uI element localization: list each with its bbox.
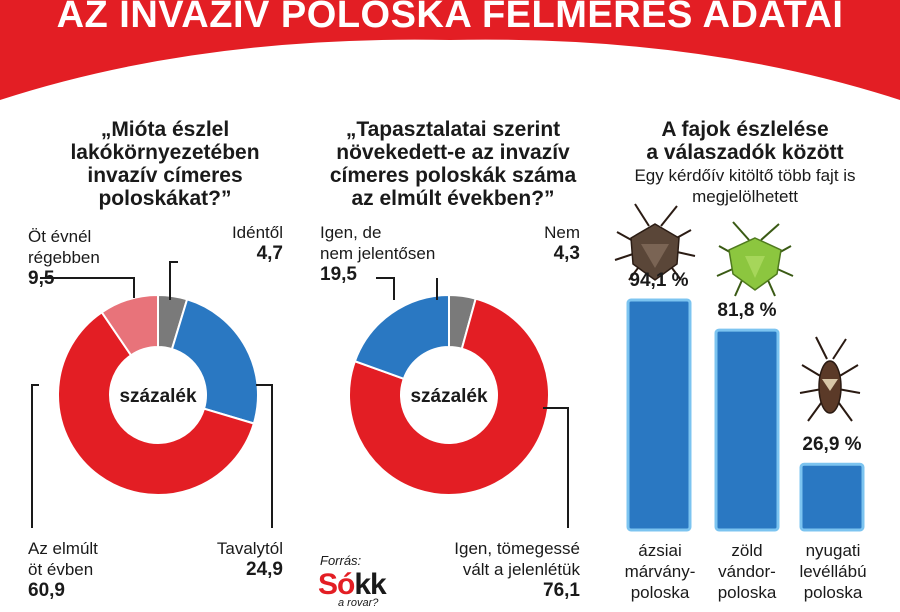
bar-value-label: 81,8 % [717,300,777,322]
banner-shape [0,0,900,100]
source-logo-sub: a rovar? [338,597,379,609]
page-title: AZ INVAZÍV POLOSKA FELMÉRÉS ADATAI [56,0,844,36]
chart1-question-line: poloskákat?” [98,187,232,210]
chart1-leader-line [31,384,39,528]
chart1-label-azelmult: Az elmúlt öt évben 60,9 [28,538,168,601]
chart1-slice [100,293,159,357]
chart2-question-line: „Tapasztalatai szerint [345,118,561,141]
title-banner [0,0,900,110]
chart2-question-line: címeres poloskák száma [329,164,577,187]
chart1-slice [170,298,259,425]
chart2-value: 4,3 [553,243,580,264]
bar-category-label: ázsiai márvány- poloska [624,541,696,602]
chart1-value: 24,9 [246,559,283,580]
bar-value-label: 94,1 % [629,270,689,291]
marmorated-bug-icon [614,203,696,281]
bar [714,328,780,532]
chart2-label-tomegesse: Igen, tömegessé vált a jelenlétük 76,1 [420,538,580,601]
chart1-value: 9,5 [28,268,55,289]
chart1-center-label: százalék [119,386,197,407]
chart1-label-otevnel: Öt évnél régebben 9,5 [28,226,168,289]
bar-value-label: 26,9 % [802,434,862,456]
chart3-subtitle: Egy kérdőív kitöltő több fajt is megjelö… [634,166,856,206]
chart2-slice [348,297,550,496]
chart1-value: 4,7 [256,243,283,264]
chart1-question-line: lakókörnyezetében [70,141,260,164]
chart2-slice [353,293,450,381]
chart2-question: „Tapasztalatai szerint növekedett-e az i… [318,118,588,210]
bar-category-label: zöld vándor- poloska [717,541,777,602]
leaffooted-bug-icon [799,336,861,422]
chart2-question-line: az elmúlt években?” [351,187,555,210]
chart1-slice [57,310,256,496]
chart1-label-identol: Idéntől 4,7 [180,222,283,264]
chart2-value: 76,1 [543,580,580,601]
chart3-title: A fajok észlelése a válaszadók között [646,118,844,164]
chart2-question-line: növekedett-e az invazív [336,141,570,164]
chart2-label-nem: Nem 4,3 [500,222,580,264]
source-logo: Sókk [318,568,387,601]
source-label: Forrás: [320,553,362,568]
chart2-center-label: százalék [410,386,488,407]
chart1-slice [157,293,189,351]
chart2-value: 19,5 [320,264,357,285]
green-bug-icon [716,221,794,297]
bar [626,298,692,532]
bar [799,462,865,532]
chart1-value: 60,9 [28,580,65,601]
chart1-leader-line [256,384,273,528]
bar-category-label: nyugati levéllábú poloska [799,541,867,602]
chart2-label-igende: Igen, de nem jelentősen 19,5 [320,222,480,285]
chart1-label-tavalytol: Tavalytól 24,9 [160,538,283,580]
chart1-question: „Mióta észlel lakókörnyezetében invazív … [40,118,290,210]
chart2-slice [448,293,477,350]
chart1-question-line: „Mióta észlel [100,118,230,141]
chart1-question-line: invazív címeres [87,164,243,187]
chart2-leader-line [543,407,569,528]
chart1-leader-line [169,261,178,300]
